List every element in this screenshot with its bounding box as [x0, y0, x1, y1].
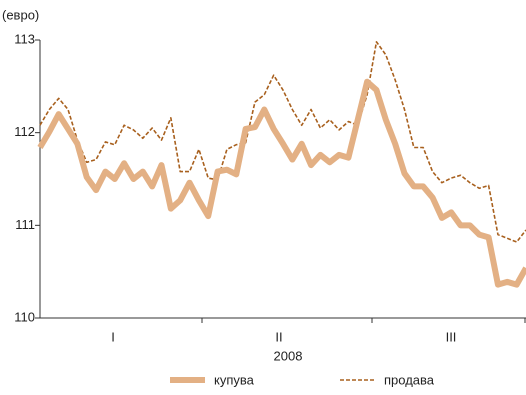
- x-tick-label: III: [446, 329, 457, 344]
- y-tick-label: 111: [15, 217, 35, 232]
- y-tick-label: 112: [14, 124, 35, 139]
- x-tick-label: I: [111, 329, 115, 344]
- y-tick-label: 110: [14, 309, 35, 324]
- x-tick-label: II: [275, 329, 282, 344]
- legend-label: продава: [384, 372, 435, 387]
- y-axis-label: (евро): [2, 7, 39, 22]
- y-tick-label: 113: [14, 31, 35, 46]
- legend-label: купува: [214, 372, 255, 387]
- x-axis-label: 2008: [274, 348, 303, 363]
- series-line: [39, 41, 526, 243]
- series-line: [37, 78, 526, 288]
